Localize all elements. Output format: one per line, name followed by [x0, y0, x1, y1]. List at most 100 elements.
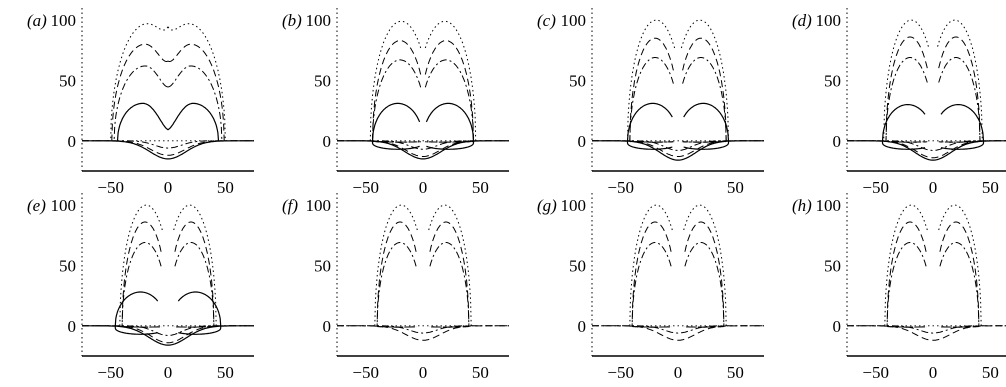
curve-dashdot-2 — [113, 65, 223, 141]
y-tick-label: 50 — [59, 256, 76, 275]
curve-dashdot-1 — [886, 242, 980, 328]
x-tick-label: −50 — [862, 363, 889, 382]
curve-dashdot-4 — [592, 325, 764, 334]
curve-dash-5 — [847, 140, 1006, 159]
curve-solid-0 — [626, 102, 730, 150]
curve-dashdot-6 — [82, 325, 254, 337]
panel-e: (e) 0 50 100 −50 0 50 — [27, 193, 254, 382]
y-tick-label: 100 — [816, 11, 842, 30]
x-tick-label: 0 — [419, 178, 428, 197]
curve-dash-0 — [886, 221, 980, 328]
x-tick-label: 0 — [419, 363, 428, 382]
x-tick-label: −50 — [97, 178, 124, 197]
y-tick-label: 100 — [51, 11, 77, 30]
y-tick-label: 100 — [816, 196, 842, 215]
y-tick-label: 0 — [578, 317, 587, 336]
x-tick-label: 0 — [164, 178, 173, 197]
curve-solid-4 — [847, 140, 1006, 161]
curve-dot-2 — [884, 204, 982, 328]
curve-dash-3 — [847, 325, 1006, 341]
curve-dash-0 — [631, 221, 725, 328]
curve-dash-5 — [337, 140, 509, 157]
y-tick-label: 0 — [833, 132, 842, 151]
x-tick-label: 50 — [472, 363, 489, 382]
x-tick-label: 0 — [674, 178, 683, 197]
curve-dot-3 — [110, 23, 226, 141]
x-tick-label: 0 — [929, 363, 938, 382]
curve-solid-4 — [592, 140, 764, 161]
x-tick-label: 50 — [982, 178, 999, 197]
x-tick-label: 0 — [674, 363, 683, 382]
x-tick-label: −50 — [97, 363, 124, 382]
x-tick-label: 50 — [217, 363, 234, 382]
x-tick-label: 50 — [727, 178, 744, 197]
curve-dashdot-1 — [376, 242, 470, 328]
panel-c: (c) 0 50 100 −50 0 50 — [537, 8, 764, 197]
curve-dash-0 — [376, 221, 470, 328]
curve-dashdot-2 — [372, 59, 474, 143]
panel-label: (b) — [282, 11, 302, 30]
y-tick-label: 50 — [824, 71, 841, 90]
curve-dashdot-2 — [885, 57, 981, 143]
y-tick-label: 50 — [59, 71, 76, 90]
panel-d: (d) 0 50 100 −50 0 50 — [792, 8, 1006, 197]
curve-dot-2 — [629, 204, 727, 328]
curve-dashdot-4 — [847, 325, 1006, 334]
curve-dot-3 — [627, 19, 729, 143]
curve-dash-1 — [372, 40, 474, 143]
panel-label: (e) — [27, 196, 46, 215]
panel-h: (h) 0 50 100 −50 0 50 — [792, 193, 1006, 382]
panel-label: (a) — [27, 11, 47, 30]
curve-dash-5 — [592, 140, 764, 157]
curve-dashdot-6 — [337, 140, 509, 150]
y-tick-label: 100 — [561, 196, 587, 215]
x-tick-label: 50 — [982, 363, 999, 382]
panel-label: (h) — [792, 196, 812, 215]
curve-dot-3 — [119, 204, 217, 328]
y-tick-label: 100 — [306, 11, 332, 30]
curve-dash-5 — [82, 325, 254, 344]
y-tick-label: 0 — [68, 317, 77, 336]
curve-dashdot-2 — [629, 57, 727, 143]
panel-g: (g) 0 50 100 −50 0 50 — [537, 193, 764, 382]
x-tick-label: 50 — [727, 363, 744, 382]
panel-a: (a) 0 50 100 −50 0 50 — [27, 8, 254, 197]
y-tick-label: 50 — [569, 256, 586, 275]
curve-dashdot-2 — [121, 242, 215, 328]
panel-label: (d) — [792, 11, 812, 30]
x-tick-label: −50 — [862, 178, 889, 197]
curve-solid-0 — [116, 102, 220, 141]
curve-dashdot-4 — [337, 325, 509, 334]
panel-label: (c) — [537, 11, 556, 30]
curve-dash-1 — [111, 43, 225, 141]
curve-solid-4 — [82, 140, 254, 160]
curve-dot-3 — [369, 20, 477, 143]
x-tick-label: 0 — [164, 363, 173, 382]
curve-dash-1 — [121, 221, 215, 328]
curve-dash-1 — [629, 37, 727, 143]
y-tick-label: 0 — [578, 132, 587, 151]
y-tick-label: 0 — [323, 317, 332, 336]
y-tick-label: 0 — [68, 132, 77, 151]
x-tick-label: 50 — [217, 178, 234, 197]
y-tick-label: 100 — [561, 11, 587, 30]
x-tick-label: 0 — [929, 178, 938, 197]
y-tick-label: 50 — [314, 256, 331, 275]
panel-b: (b) 0 50 100 −50 0 50 — [282, 8, 509, 197]
x-tick-label: −50 — [352, 178, 379, 197]
curve-dashdot-6 — [847, 140, 1006, 152]
x-tick-label: 50 — [472, 178, 489, 197]
x-tick-label: −50 — [607, 178, 634, 197]
curve-dot-2 — [374, 204, 472, 328]
curve-dashdot-6 — [592, 140, 764, 152]
y-tick-label: 50 — [569, 71, 586, 90]
x-tick-label: −50 — [352, 363, 379, 382]
y-tick-label: 100 — [51, 196, 77, 215]
y-tick-label: 50 — [824, 256, 841, 275]
curve-dash-1 — [885, 36, 981, 143]
y-tick-label: 100 — [306, 196, 332, 215]
panel-f: (f) 0 50 100 −50 0 50 — [282, 193, 509, 382]
x-tick-label: −50 — [607, 363, 634, 382]
panel-label: (f) — [282, 196, 298, 215]
